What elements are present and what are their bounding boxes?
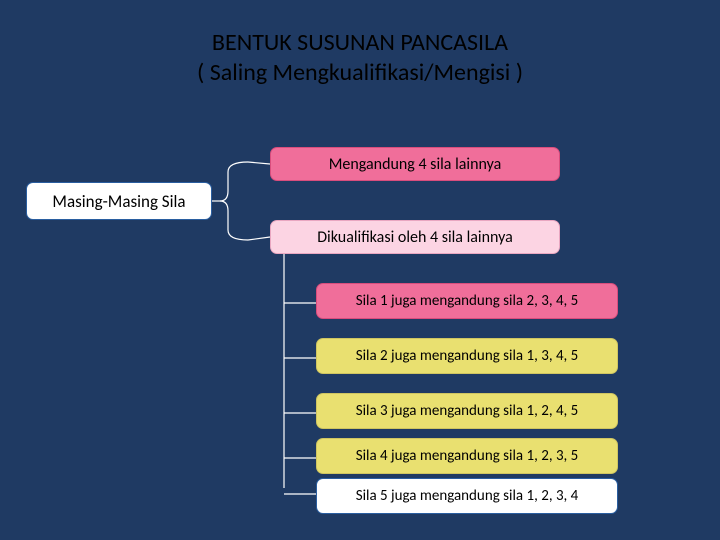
root-label: Masing-Masing Sila: [52, 191, 185, 212]
sila2-label: Sila 2 juga mengandung sila 1, 3, 4, 5: [356, 347, 579, 365]
child1-label: Mengandung 4 sila lainnya: [329, 155, 502, 174]
child2-label: Dikualifikasi oleh 4 sila lainnya: [317, 228, 513, 247]
sila1-label: Sila 1 juga mengandung sila 2, 3, 4, 5: [356, 292, 579, 310]
sila3-node: Sila 3 juga mengandung sila 1, 2, 4, 5: [316, 393, 618, 429]
child2-node: Dikualifikasi oleh 4 sila lainnya: [270, 220, 560, 254]
child1-node: Mengandung 4 sila lainnya: [270, 147, 560, 181]
sila5-node: Sila 5 juga mengandung sila 1, 2, 3, 4: [316, 478, 618, 514]
diagram-title: BENTUK SUSUNAN PANCASILA ( Saling Mengku…: [130, 28, 590, 88]
sila5-label: Sila 5 juga mengandung sila 1, 2, 3, 4: [356, 487, 579, 505]
sila4-node: Sila 4 juga mengandung sila 1, 2, 3, 5: [316, 438, 618, 474]
sila2-node: Sila 2 juga mengandung sila 1, 3, 4, 5: [316, 338, 618, 374]
root-node: Masing-Masing Sila: [26, 182, 212, 220]
diagram-canvas: BENTUK SUSUNAN PANCASILA ( Saling Mengku…: [0, 0, 720, 540]
title-line1: BENTUK SUSUNAN PANCASILA: [212, 28, 508, 57]
sila3-label: Sila 3 juga mengandung sila 1, 2, 4, 5: [356, 402, 579, 420]
sila1-node: Sila 1 juga mengandung sila 2, 3, 4, 5: [316, 283, 618, 319]
title-line2: ( Saling Mengkualifikasi/Mengisi ): [197, 58, 523, 87]
sila4-label: Sila 4 juga mengandung sila 1, 2, 3, 5: [356, 447, 579, 465]
